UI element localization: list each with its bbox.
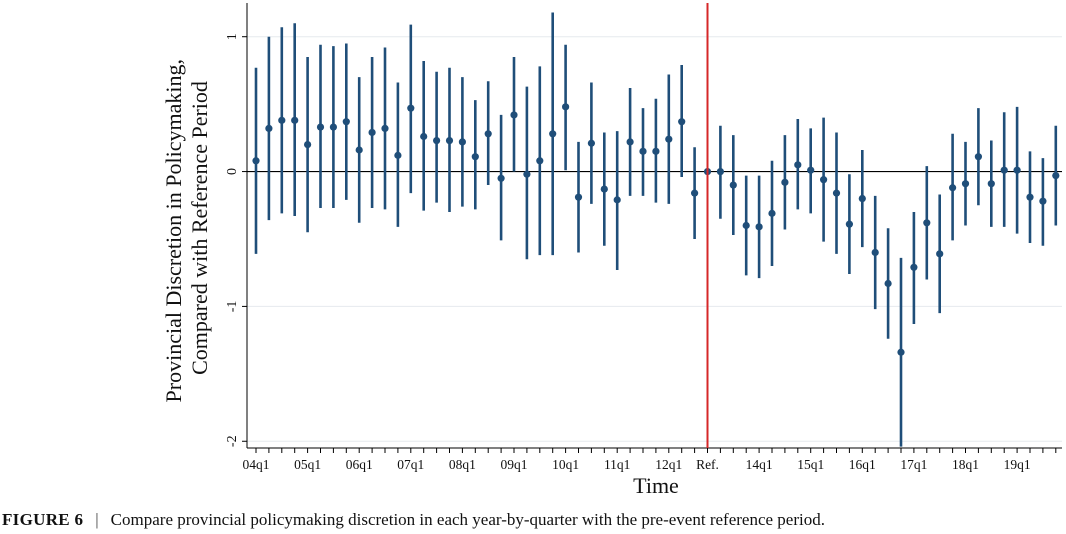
y-axis-label-line-2: Compared with Reference Period xyxy=(187,81,212,375)
point-estimate xyxy=(742,221,750,230)
point-estimate xyxy=(265,124,273,133)
point-estimate xyxy=(304,140,312,149)
point-estimate xyxy=(574,193,583,201)
point-estimate xyxy=(884,279,892,288)
point-estimate xyxy=(458,138,466,146)
y-axis-label-line-1: Provincial Discretion in Policymaking, xyxy=(161,59,186,402)
axis-labels: Provincial Discretion in Policymaking, C… xyxy=(161,54,679,498)
x-tick-label: 09q1 xyxy=(501,457,528,472)
point-estimate xyxy=(832,189,841,197)
point-estimate xyxy=(691,189,699,197)
x-tick-label: 15q1 xyxy=(797,457,824,472)
point-estimate xyxy=(1013,166,1021,174)
point-estimate xyxy=(1052,172,1060,180)
x-tick-label: 08q1 xyxy=(449,457,476,472)
point-estimate xyxy=(871,248,879,257)
point-estimate xyxy=(961,180,970,188)
point-estimate xyxy=(716,167,725,176)
y-tick-label: 0 xyxy=(225,168,240,175)
point-estimate xyxy=(897,348,905,356)
point-estimate xyxy=(381,124,389,133)
x-tick-label: Ref. xyxy=(696,457,719,472)
x-tick-label: 16q1 xyxy=(849,457,876,472)
point-estimate xyxy=(923,219,931,227)
x-tick-label: 17q1 xyxy=(900,457,927,472)
point-estimate xyxy=(562,103,570,111)
x-tick-label: 11q1 xyxy=(604,457,631,472)
point-estimate xyxy=(420,132,428,141)
point-estimate xyxy=(936,250,944,258)
point-estimate xyxy=(523,170,531,178)
point-estimate xyxy=(433,136,441,145)
x-tick-label: 18q1 xyxy=(952,457,979,472)
x-tick-label: 06q1 xyxy=(346,457,373,472)
y-tick-label: -1 xyxy=(225,301,240,313)
point-estimate xyxy=(652,147,660,155)
point-estimate xyxy=(510,111,518,119)
point-estimate xyxy=(613,196,621,204)
point-estimate xyxy=(471,153,479,161)
x-tick-label: 04q1 xyxy=(243,457,270,472)
point-estimate xyxy=(729,181,737,189)
point-estimate xyxy=(536,157,544,165)
x-tick-label: 05q1 xyxy=(294,457,321,472)
point-estimate xyxy=(368,128,376,137)
figure-caption: FIGURE 6 | Compare provincial policymaking… xyxy=(2,510,1062,530)
point-estimate xyxy=(678,118,686,126)
point-estimate xyxy=(445,136,454,145)
x-tick-label: 07q1 xyxy=(397,457,424,472)
x-axis-label: Time xyxy=(633,473,679,498)
point-estimate xyxy=(1026,193,1034,201)
point-estimate xyxy=(252,157,260,165)
point-estimate xyxy=(820,176,828,184)
y-tick-label: -2 xyxy=(225,435,240,447)
point-estimate xyxy=(755,223,763,231)
point-estimate xyxy=(407,104,415,112)
point-estimate xyxy=(1000,166,1008,174)
point-estimate xyxy=(587,139,596,147)
point-estimate xyxy=(316,123,325,131)
point-estimate xyxy=(329,123,337,131)
x-tick-label: 14q1 xyxy=(746,457,773,472)
point-estimate xyxy=(291,116,299,124)
point-estimate xyxy=(497,174,505,182)
point-estimate xyxy=(768,209,776,217)
point-estimate xyxy=(278,116,286,124)
x-tick-label: 10q1 xyxy=(552,457,579,472)
point-estimate xyxy=(858,194,866,203)
figure-caption-separator: | xyxy=(95,510,99,529)
figure-caption-label: FIGURE 6 xyxy=(2,510,84,529)
point-estimate xyxy=(807,166,815,174)
point-estimate xyxy=(600,185,608,193)
point-estimate xyxy=(484,130,492,138)
point-estimate xyxy=(342,118,350,126)
x-tick-label: 19q1 xyxy=(1004,457,1031,472)
point-estimate xyxy=(910,263,918,271)
point-estimate xyxy=(639,147,647,155)
point-estimate xyxy=(974,153,983,161)
point-estimate xyxy=(549,130,557,138)
figure-caption-text: Compare provincial policymaking discreti… xyxy=(110,510,825,529)
x-tick-label: 12q1 xyxy=(655,457,682,472)
point-estimate xyxy=(987,180,995,188)
y-axis-label: Provincial Discretion in Policymaking, C… xyxy=(161,54,212,403)
point-estimate xyxy=(794,161,802,169)
point-estimate xyxy=(845,220,854,228)
y-tick-label: 1 xyxy=(225,33,240,40)
point-estimate xyxy=(626,138,634,146)
point-estimate xyxy=(1039,197,1047,205)
point-estimate xyxy=(665,135,673,143)
point-estimate xyxy=(355,146,363,154)
point-estimate xyxy=(949,184,957,192)
point-estimate xyxy=(394,151,402,159)
data-marks xyxy=(252,3,1060,448)
point-estimate xyxy=(781,178,789,186)
